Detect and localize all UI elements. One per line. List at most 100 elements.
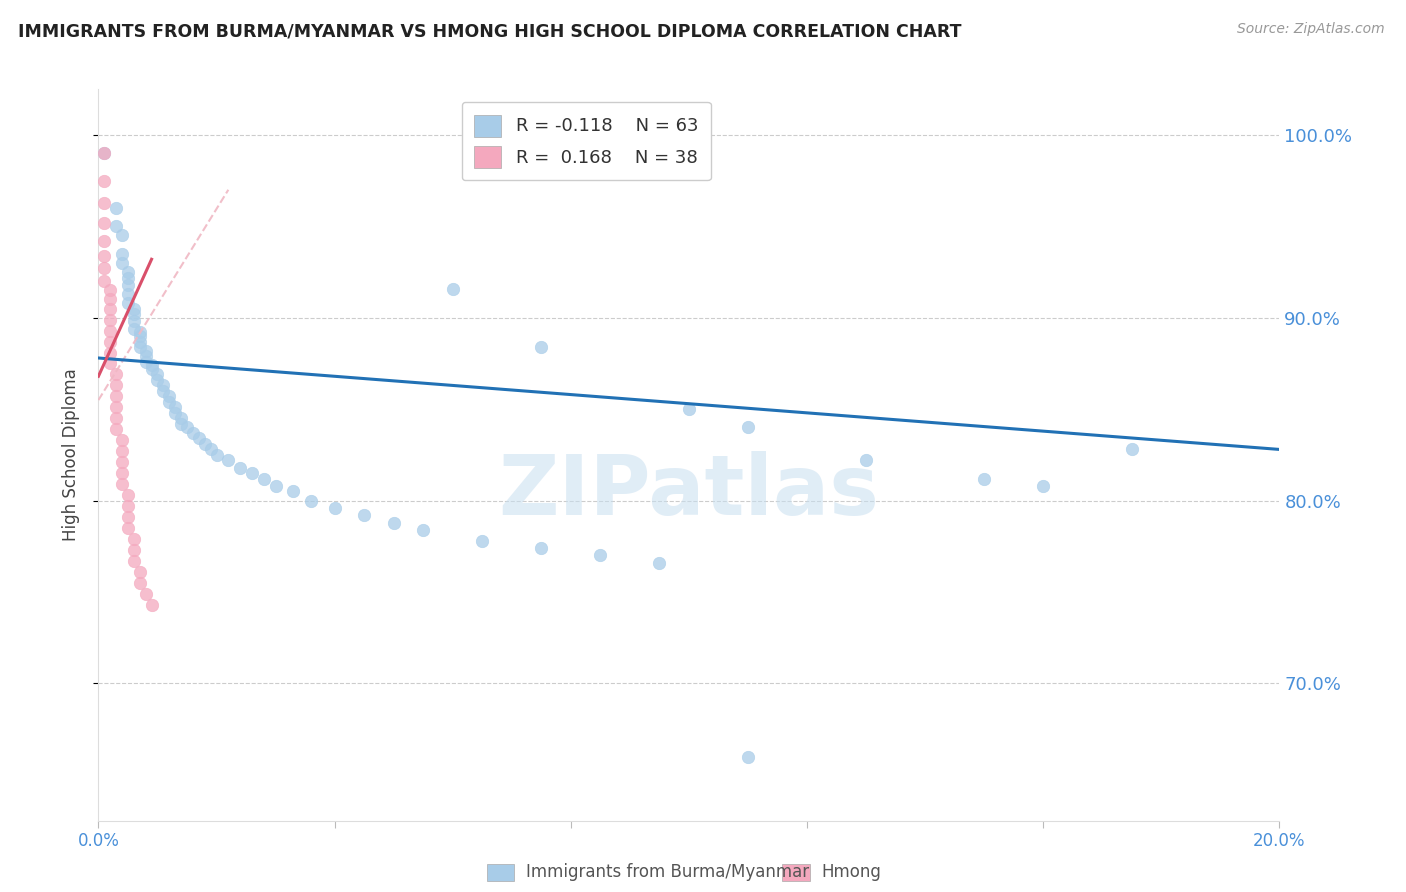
Point [93, 216, 115, 230]
Point [264, 479, 287, 493]
Point [93, 146, 115, 161]
Point [135, 343, 157, 358]
Point [93, 234, 115, 248]
Point [737, 420, 759, 434]
Point [111, 477, 134, 491]
Point [737, 749, 759, 764]
Point [323, 500, 346, 515]
Point [98, 345, 121, 359]
Point [471, 533, 494, 548]
Point [93, 146, 115, 161]
Point [122, 322, 145, 336]
Point [128, 334, 150, 349]
Text: Hmong: Hmong [821, 863, 882, 881]
Point [93, 249, 115, 263]
Point [441, 281, 464, 295]
Point [117, 270, 139, 285]
Point [165, 401, 187, 415]
Point [98, 324, 121, 338]
Point [229, 460, 252, 475]
Point [200, 442, 222, 457]
Point [678, 402, 700, 417]
Point [111, 228, 134, 243]
Point [105, 201, 128, 215]
Point [105, 219, 128, 234]
Point [93, 261, 115, 276]
Point [117, 277, 139, 292]
Point [98, 312, 121, 326]
Legend: R = -0.118    N = 63, R =  0.168    N = 38: R = -0.118 N = 63, R = 0.168 N = 38 [461, 102, 711, 180]
Text: ZIPatlas: ZIPatlas [499, 451, 879, 532]
Point [117, 510, 139, 524]
Point [973, 472, 995, 486]
Point [152, 378, 174, 392]
Point [157, 389, 180, 403]
Point [157, 395, 180, 409]
Point [170, 411, 193, 425]
Point [382, 516, 405, 530]
Y-axis label: High School Diploma: High School Diploma [62, 368, 80, 541]
Point [1032, 479, 1054, 493]
Point [240, 467, 263, 481]
Point [111, 455, 134, 469]
Point [117, 296, 139, 310]
Point [128, 329, 150, 343]
Point [299, 493, 322, 508]
Point [187, 432, 209, 446]
Bar [486, 863, 515, 881]
Point [93, 174, 115, 188]
Point [98, 284, 121, 298]
Point [152, 384, 174, 398]
Point [105, 411, 128, 425]
Point [93, 195, 115, 210]
Point [105, 368, 128, 382]
Point [135, 587, 157, 601]
Point [111, 467, 134, 481]
Point [98, 334, 121, 349]
Point [122, 532, 145, 546]
Point [170, 417, 193, 431]
Point [117, 521, 139, 535]
Point [117, 287, 139, 301]
Text: Immigrants from Burma/Myanmar: Immigrants from Burma/Myanmar [526, 863, 808, 881]
Point [111, 444, 134, 458]
Text: IMMIGRANTS FROM BURMA/MYANMAR VS HMONG HIGH SCHOOL DIPLOMA CORRELATION CHART: IMMIGRANTS FROM BURMA/MYANMAR VS HMONG H… [18, 22, 962, 40]
Point [98, 293, 121, 307]
Point [105, 401, 128, 415]
Point [589, 549, 612, 563]
Point [146, 368, 169, 382]
Point [98, 356, 121, 371]
Point [117, 488, 139, 502]
Point [111, 246, 134, 260]
Point [146, 373, 169, 387]
Point [117, 499, 139, 513]
Point [122, 307, 145, 321]
Point [122, 314, 145, 328]
Point [135, 349, 157, 363]
Point [105, 378, 128, 392]
Point [105, 422, 128, 436]
Point [253, 472, 276, 486]
Point [194, 437, 217, 451]
Point [176, 420, 198, 434]
Point [105, 389, 128, 403]
Point [141, 362, 163, 376]
Bar [782, 863, 810, 881]
Point [128, 565, 150, 579]
Point [217, 453, 239, 467]
Text: Source: ZipAtlas.com: Source: ZipAtlas.com [1237, 22, 1385, 37]
Point [122, 301, 145, 316]
Point [353, 508, 375, 523]
Point [530, 541, 553, 556]
Point [128, 576, 150, 591]
Point [181, 425, 204, 440]
Point [117, 265, 139, 279]
Point [122, 543, 145, 558]
Point [128, 326, 150, 340]
Point [855, 453, 877, 467]
Point [111, 256, 134, 270]
Point [283, 484, 305, 499]
Point [1121, 442, 1143, 457]
Point [530, 340, 553, 354]
Point [128, 340, 150, 354]
